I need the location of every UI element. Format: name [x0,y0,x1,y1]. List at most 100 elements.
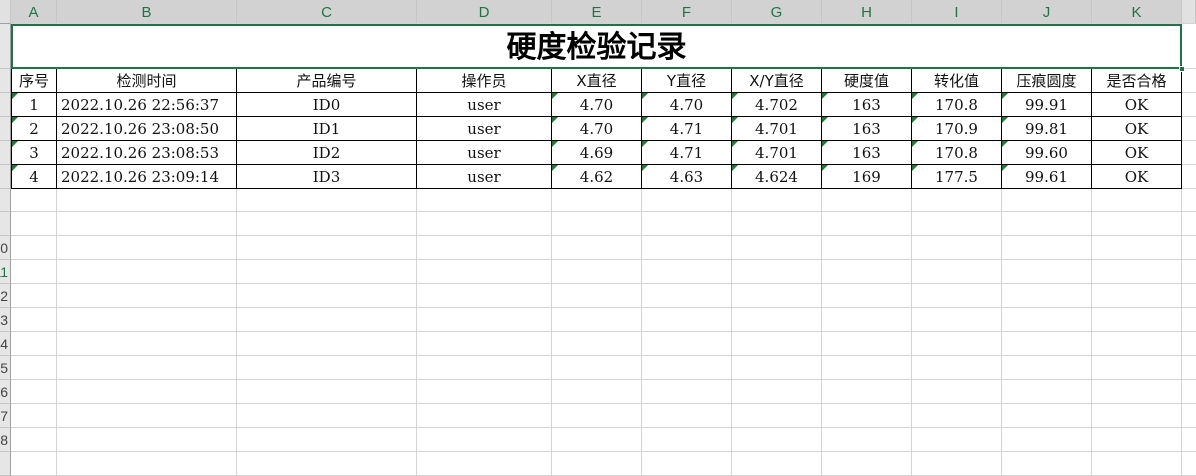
data-cell[interactable]: 163 [822,93,912,117]
header-cell[interactable]: 操作员 [417,69,552,93]
header-cell[interactable]: 转化值 [912,69,1002,93]
data-cell[interactable]: ID3 [237,165,417,189]
header-cell[interactable]: 检测时间 [57,69,237,93]
row-header[interactable] [0,93,11,117]
data-cell[interactable]: 170.8 [912,141,1002,165]
data-cell[interactable]: user [417,93,552,117]
row-header[interactable] [0,212,11,236]
column-header-j[interactable]: J [1002,0,1092,24]
row-header[interactable] [0,117,11,141]
sheet-title-cell[interactable]: 硬度检验记录 [11,24,1182,69]
data-cell[interactable]: OK [1092,141,1182,165]
header-cell[interactable]: X直径 [552,69,642,93]
header-cell[interactable]: 序号 [11,69,57,93]
column-header-a[interactable]: A [11,0,57,24]
data-cell[interactable]: 1 [11,93,57,117]
header-cell[interactable]: 产品编号 [237,69,417,93]
data-cell[interactable]: 2022.10.26 23:08:53 [57,141,237,165]
number-as-text-indicator-icon [1002,93,1008,99]
data-cell[interactable]: 169 [822,165,912,189]
number-as-text-indicator-icon [642,117,648,123]
row-header[interactable] [0,24,11,69]
column-header-empty[interactable] [1182,0,1196,24]
gridline-vertical [416,24,417,475]
row-header[interactable] [0,165,11,189]
column-header-h[interactable]: H [822,0,912,24]
data-cell[interactable]: user [417,165,552,189]
header-cell[interactable]: 压痕圆度 [1002,69,1092,93]
column-header-e[interactable]: E [552,0,642,24]
data-cell[interactable]: ID1 [237,117,417,141]
row-header[interactable]: 11 [0,260,11,284]
select-all-corner[interactable] [0,0,11,24]
row-header[interactable]: 14 [0,332,11,356]
row-header[interactable]: 10 [0,236,11,260]
data-cell[interactable]: 3 [11,141,57,165]
data-cell[interactable]: 4.62 [552,165,642,189]
number-as-text-indicator-icon [642,93,648,99]
gridline-horizontal [11,355,1196,356]
header-cell[interactable]: X/Y直径 [732,69,822,93]
data-cell[interactable]: 99.60 [1002,141,1092,165]
data-cell[interactable]: 4.63 [642,165,732,189]
row-header[interactable] [0,69,11,93]
data-cell[interactable]: 163 [822,141,912,165]
data-cell[interactable]: 99.61 [1002,165,1092,189]
data-cell[interactable]: 4.702 [732,93,822,117]
data-cell[interactable]: 177.5 [912,165,1002,189]
data-cell[interactable]: 4.70 [552,93,642,117]
gridline-horizontal [11,427,1196,428]
column-header-g[interactable]: G [732,0,822,24]
data-cell[interactable]: 99.91 [1002,93,1092,117]
data-cell[interactable]: user [417,117,552,141]
data-cell[interactable]: 4.71 [642,117,732,141]
row-header[interactable] [0,189,11,212]
data-cell[interactable]: 4.701 [732,141,822,165]
data-cell[interactable]: 2 [11,117,57,141]
row-header[interactable]: 18 [0,428,11,452]
row-header[interactable]: 12 [0,284,11,308]
column-header-b[interactable]: B [57,0,237,24]
header-cell[interactable]: 硬度值 [822,69,912,93]
row-header[interactable]: 15 [0,356,11,380]
number-as-text-indicator-icon [1002,117,1008,123]
row-header[interactable] [0,452,11,476]
data-cell[interactable]: 2022.10.26 22:56:37 [57,93,237,117]
gridline-vertical [821,24,822,475]
gridline-horizontal [11,283,1196,284]
row-header[interactable]: 13 [0,308,11,332]
row-header[interactable]: 17 [0,404,11,428]
data-cell[interactable]: OK [1092,93,1182,117]
column-header-k[interactable]: K [1092,0,1182,24]
number-as-text-indicator-icon [732,117,738,123]
fill-handle[interactable] [1179,66,1185,72]
data-cell[interactable]: 4.70 [642,93,732,117]
data-cell[interactable]: 163 [822,117,912,141]
gridline-horizontal [11,307,1196,308]
column-header-c[interactable]: C [237,0,417,24]
column-header-d[interactable]: D [417,0,552,24]
column-header-i[interactable]: I [912,0,1002,24]
gridline-vertical [551,24,552,475]
data-cell[interactable]: 170.8 [912,93,1002,117]
data-cell[interactable]: user [417,141,552,165]
data-cell[interactable]: 4.70 [552,117,642,141]
data-cell[interactable]: OK [1092,165,1182,189]
data-cell[interactable]: OK [1092,117,1182,141]
row-header[interactable] [0,141,11,165]
data-cell[interactable]: 99.81 [1002,117,1092,141]
data-cell[interactable]: 4.71 [642,141,732,165]
data-cell[interactable]: ID0 [237,93,417,117]
header-cell[interactable]: Y直径 [642,69,732,93]
row-header[interactable]: 16 [0,380,11,404]
column-header-f[interactable]: F [642,0,732,24]
header-cell[interactable]: 是否合格 [1092,69,1182,93]
data-cell[interactable]: 4.624 [732,165,822,189]
data-cell[interactable]: 4 [11,165,57,189]
data-cell[interactable]: 4.701 [732,117,822,141]
data-cell[interactable]: 4.69 [552,141,642,165]
data-cell[interactable]: 2022.10.26 23:09:14 [57,165,237,189]
data-cell[interactable]: 170.9 [912,117,1002,141]
data-cell[interactable]: 2022.10.26 23:08:50 [57,117,237,141]
data-cell[interactable]: ID2 [237,141,417,165]
